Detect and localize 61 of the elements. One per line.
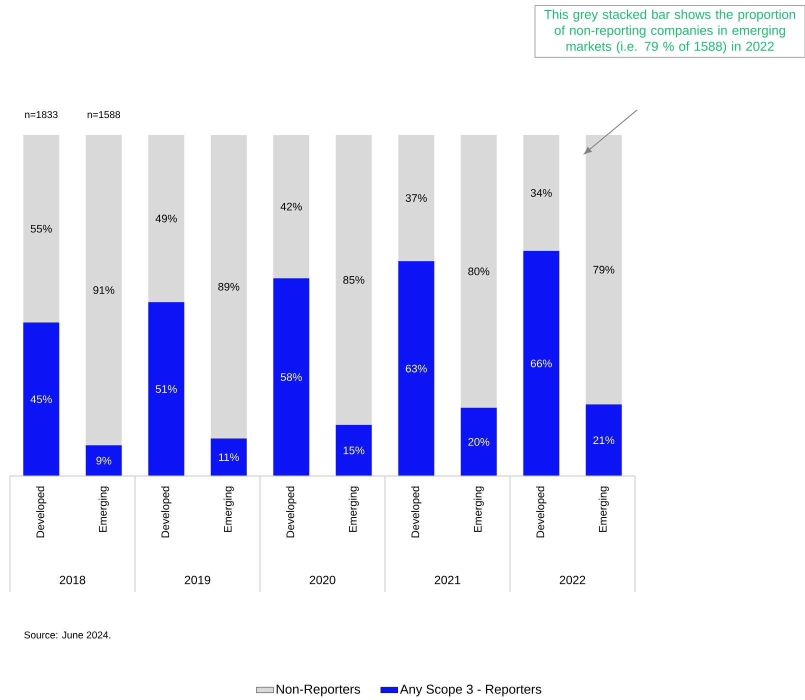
bar [210, 134, 247, 438]
text: n=1833 [25, 111, 58, 118]
bar [148, 302, 184, 476]
data-label: 49% [156, 214, 177, 222]
text: 2022 [560, 576, 586, 584]
data-label: 15% [344, 446, 364, 454]
data-label: 58% [280, 373, 302, 381]
text: This grey stacked bar shows the proportion of non-reporting companies in emerging markets (i.e. 79 % of 1588) in 2022 [544, 9, 796, 54]
x-tick-label: Emerging [224, 486, 234, 532]
text: 2018 [60, 576, 86, 584]
data-label: 11% [219, 453, 239, 462]
data-label: 80% [468, 268, 490, 276]
bar [336, 134, 372, 425]
bar [23, 322, 60, 476]
legend-label: Non-Reporters [276, 684, 360, 696]
bar [273, 134, 310, 278]
bar [273, 278, 310, 476]
x-tick-label: Developed [536, 486, 546, 538]
text: 2019 [184, 576, 210, 584]
text: 2020 [310, 576, 336, 584]
legend-label: Any Scope 3 - Reporters [400, 684, 542, 696]
bar [86, 134, 122, 446]
data-label: 9% [96, 456, 112, 465]
bar [86, 445, 122, 476]
text: 2021 [434, 576, 460, 584]
x-tick-label: Developed [286, 486, 296, 538]
data-label: 34% [530, 189, 552, 197]
x-tick-label: Developed [36, 486, 46, 538]
bar [460, 134, 497, 408]
x-tick-label: Developed [161, 486, 172, 538]
data-label: 37% [406, 194, 427, 202]
bar [586, 404, 622, 476]
source-note: Source: June 2024. [24, 631, 110, 639]
bar [148, 134, 184, 302]
data-label: 55% [30, 224, 52, 233]
data-label: 20% [468, 438, 490, 446]
data-label: 85% [343, 276, 364, 284]
bar [586, 134, 622, 404]
bar [523, 134, 560, 251]
bar [210, 438, 247, 476]
data-label: 51% [156, 385, 177, 393]
bar [336, 424, 372, 476]
x-tick-label: Emerging [598, 486, 609, 532]
data-label: 89% [218, 282, 240, 291]
data-label: 63% [406, 364, 427, 372]
data-label: 66% [530, 360, 552, 368]
bar [23, 134, 60, 323]
bar [398, 261, 434, 476]
data-label: 45% [30, 395, 52, 404]
x-tick-label: Emerging [348, 486, 359, 532]
data-label: 91% [93, 286, 114, 294]
x-tick-label: Emerging [474, 486, 484, 532]
bar [523, 250, 560, 476]
x-tick-label: Emerging [98, 486, 109, 532]
data-label: 42% [280, 202, 302, 210]
data-label: 79% [593, 266, 614, 274]
x-tick-label: Developed [411, 486, 422, 538]
text: n=1588 [88, 111, 120, 118]
bar [460, 408, 497, 476]
bar [398, 134, 434, 262]
data-label: 21% [593, 436, 614, 444]
